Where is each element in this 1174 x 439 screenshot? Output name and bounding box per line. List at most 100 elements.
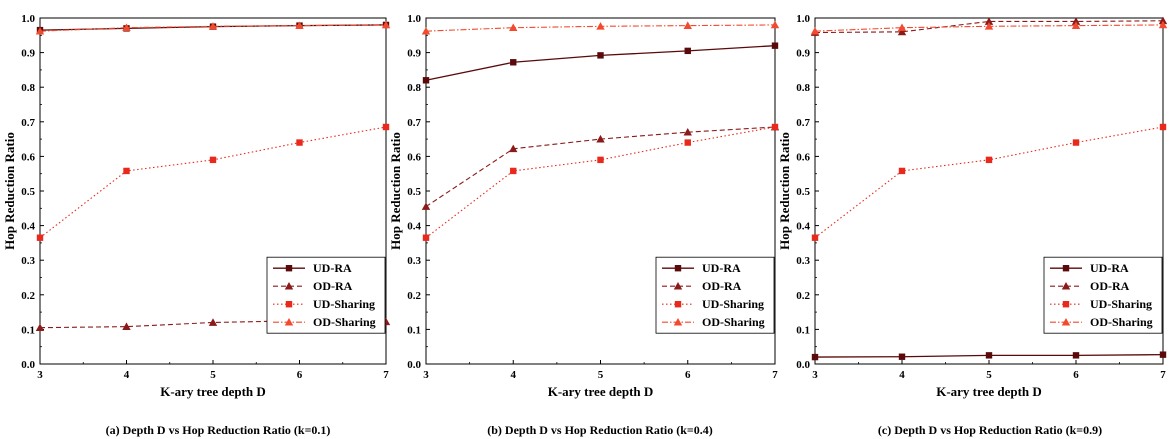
y-tick-label: 0.8 (21, 82, 35, 94)
chart-panel-3: 0.0 0.1 0.2 0.3 0.4 0.5 0.6 0.7 0.8 0.9 1.0 3 4 5 6 7 K-… (777, 13, 1168, 437)
y-tick-label: 0.7 (21, 117, 35, 129)
x-tick-label: 3 (812, 369, 818, 381)
legend: UD-RA OD-RA UD-Sharing OD-Sharing (266, 256, 386, 334)
y-tick-label: 0.4 (407, 221, 421, 233)
data-point-ud-ra (1072, 352, 1080, 359)
legend-label: OD-RA (702, 279, 742, 293)
panel-caption: (a) Depth D vs Hop Reduction Ratio (k=0.… (106, 423, 331, 437)
data-point-od-sharing (421, 26, 431, 35)
data-point-ud-sharing (123, 167, 130, 175)
y-tick-label: 0.0 (796, 359, 810, 371)
y-tick-label: 0.6 (407, 151, 421, 163)
y-tick-label: 0.2 (407, 290, 421, 302)
legend-label: OD-Sharing (1090, 315, 1153, 329)
data-point-ud-sharing (1159, 123, 1167, 131)
data-point-od-sharing (1158, 20, 1168, 29)
data-point-od-ra (122, 322, 131, 330)
data-point-od-ra (897, 27, 907, 36)
data-point-od-sharing (122, 23, 131, 32)
legend-label: OD-RA (1090, 279, 1130, 293)
data-point-ud-ra (684, 47, 691, 55)
x-tick-label: 3 (37, 369, 43, 381)
legend-marker (1061, 282, 1071, 290)
y-tick-label: 0.4 (796, 221, 810, 233)
chart-panel-1: 0.0 0.1 0.2 0.3 0.4 0.5 0.6 0.7 0.8 0.9 1.0 3 4 5 6 7 K-… (2, 13, 391, 437)
data-point-od-sharing (596, 22, 605, 30)
data-point-ud-sharing (985, 156, 993, 164)
x-tick-label: 5 (210, 369, 216, 381)
legend-marker (1062, 301, 1070, 308)
legend-label: UD-Sharing (313, 297, 375, 311)
x-tick-label: 3 (423, 369, 429, 381)
data-point-ud-sharing (36, 234, 44, 241)
x-axis-title: K-ary tree depth D (160, 384, 266, 399)
panel-caption: (b) Depth D vs Hop Reduction Ratio (k=0.… (487, 423, 713, 437)
y-tick-label: 0.1 (796, 324, 810, 336)
legend-marker (285, 265, 293, 272)
data-point-ud-sharing (1072, 139, 1080, 146)
legend-label: UD-RA (702, 261, 741, 275)
y-tick-label: 0.3 (407, 255, 421, 267)
data-point-ud-sharing (771, 123, 779, 131)
data-point-ud-ra (422, 77, 430, 84)
legend-label: OD-RA (313, 279, 353, 293)
x-tick-label: 7 (1160, 369, 1166, 381)
data-point-od-sharing (1071, 21, 1081, 29)
y-tick-label: 0.3 (796, 255, 810, 267)
y-tick-label: 0.1 (407, 324, 421, 336)
x-tick-label: 6 (685, 369, 691, 381)
data-point-od-ra (1071, 17, 1081, 25)
data-point-od-sharing (509, 23, 518, 32)
y-tick-label: 0.6 (21, 151, 35, 163)
x-tick-label: 5 (986, 369, 992, 381)
legend-label: UD-RA (1090, 261, 1129, 275)
data-point-ud-ra (898, 353, 906, 360)
data-point-od-ra (683, 127, 692, 136)
y-tick-label: 0.9 (407, 48, 421, 60)
y-tick-label: 0.8 (796, 82, 810, 94)
legend-marker (284, 318, 294, 326)
legend-marker (673, 318, 683, 326)
data-point-od-ra (1158, 16, 1168, 25)
y-tick-label: 0.1 (21, 324, 35, 336)
legend: UD-RA OD-RA UD-Sharing OD-Sharing (1043, 256, 1163, 334)
series-line-ud-sharing (39, 126, 387, 239)
legend-label: OD-Sharing (313, 315, 376, 329)
legend-marker (1061, 318, 1071, 326)
data-point-ud-sharing (382, 123, 390, 131)
chart-panel-2: 0.0 0.1 0.2 0.3 0.4 0.5 0.6 0.7 0.8 0.9 1.0 3 4 5 6 7 K-… (388, 13, 780, 437)
data-point-ud-ra (771, 42, 779, 49)
y-tick-label: 0.9 (796, 48, 810, 60)
data-point-ud-sharing (811, 234, 819, 241)
legend-marker (673, 282, 683, 290)
y-tick-label: 1.0 (407, 13, 421, 25)
data-point-od-sharing (897, 23, 907, 32)
data-point-od-ra (596, 134, 605, 143)
x-tick-label: 6 (297, 369, 303, 381)
data-point-od-sharing (683, 21, 692, 29)
legend: UD-RA OD-RA UD-Sharing OD-Sharing (655, 256, 775, 334)
data-point-ud-sharing (684, 139, 691, 146)
y-tick-label: 0.0 (407, 359, 421, 371)
data-point-od-ra (35, 323, 45, 332)
y-axis-title: Hop Reduction Ratio (2, 132, 17, 250)
series-line-od-ra (814, 20, 1164, 34)
data-point-od-sharing (381, 20, 391, 29)
x-tick-label: 7 (383, 369, 389, 381)
y-tick-label: 0.6 (796, 151, 810, 163)
y-axis-title: Hop Reduction Ratio (777, 132, 792, 250)
y-tick-label: 0.2 (21, 290, 35, 302)
x-tick-label: 4 (124, 369, 130, 381)
x-tick-label: 5 (598, 369, 604, 381)
data-point-od-ra (421, 202, 431, 210)
data-point-od-ra (208, 318, 218, 326)
data-point-od-sharing (295, 21, 304, 29)
data-point-ud-sharing (510, 167, 517, 175)
legend-marker (284, 282, 294, 290)
y-tick-label: 0.4 (21, 221, 35, 233)
y-tick-label: 0.5 (407, 186, 421, 198)
data-point-od-sharing (35, 26, 45, 35)
legend-label: UD-RA (313, 261, 352, 275)
legend-marker (285, 301, 293, 308)
data-point-od-ra (509, 144, 518, 153)
